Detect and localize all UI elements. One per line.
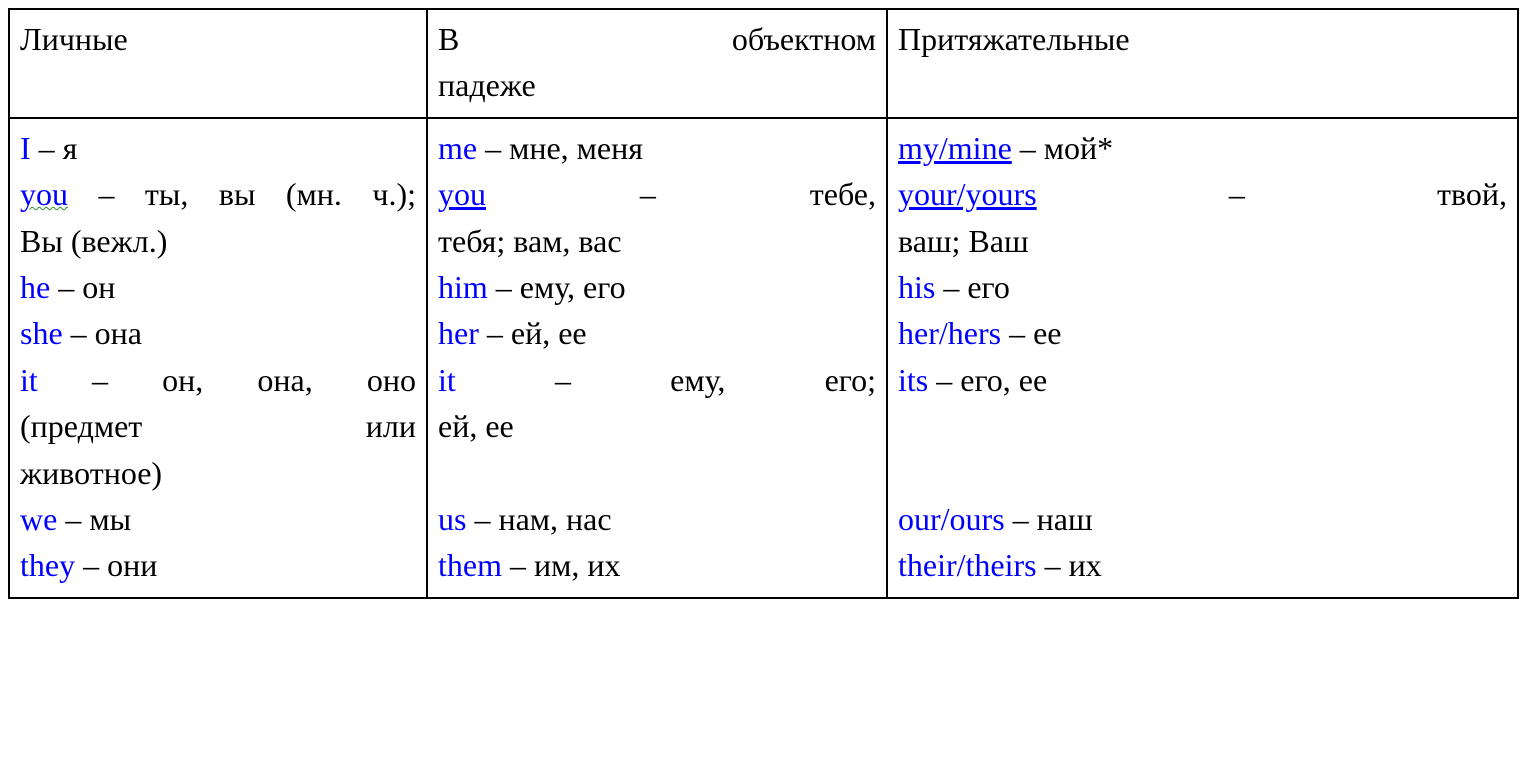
en-it-obj: it (438, 362, 456, 398)
body-row: I – я you – ты, вы (мн. ч.); Вы (вежл.) … (9, 118, 1518, 598)
dash: – (1020, 130, 1044, 166)
ru-it-line2: (предмет или (20, 403, 416, 449)
header-personal: Личные (9, 9, 427, 118)
ru-them: им, их (534, 547, 621, 583)
ru-its: его, ее (960, 362, 1047, 398)
en-him: him (438, 269, 488, 305)
ru-it-obj-line2: ей, ее (438, 408, 514, 444)
header-object-line2: падеже (438, 67, 536, 103)
dash: – (510, 547, 534, 583)
ru-you-line2: Вы (вежл.) (20, 223, 167, 259)
dash: – (71, 315, 95, 351)
ru-him: ему, его (520, 269, 626, 305)
cell-object: me – мне, меня you – тебе, тебя; вам, ва… (427, 118, 887, 598)
header-personal-text: Личные (20, 21, 128, 57)
ru-youryours-line2: ваш; Ваш (898, 223, 1029, 259)
en-we: we (20, 501, 57, 537)
header-object: В объектном падеже (427, 9, 887, 118)
dash: – (92, 362, 162, 398)
dash: – (487, 315, 511, 351)
ru-they: они (107, 547, 157, 583)
ru-theirtheirs: их (1069, 547, 1102, 583)
en-herhers: her/hers (898, 315, 1001, 351)
dash: – (1009, 315, 1033, 351)
header-object-line1: В объектном (438, 16, 876, 62)
en-they: they (20, 547, 75, 583)
en-youryours: your/yours (898, 176, 1037, 212)
dash: – (83, 547, 107, 583)
dash: – (555, 362, 670, 398)
cell-personal: I – я you – ты, вы (мн. ч.); Вы (вежл.) … (9, 118, 427, 598)
en-mymine: my/mine (898, 130, 1012, 166)
ru-we: мы (89, 501, 131, 537)
ru-mymine: мой* (1044, 130, 1113, 166)
ru-ourours: наш (1037, 501, 1093, 537)
en-his: his (898, 269, 935, 305)
ru-her: ей, ее (511, 315, 587, 351)
en-I: I (20, 130, 31, 166)
en-she: she (20, 315, 63, 351)
dash: – (1229, 176, 1437, 212)
ru-she: она (95, 315, 142, 351)
spacer (438, 450, 876, 496)
dash: – (496, 269, 520, 305)
en-it: it (20, 362, 38, 398)
dash: – (58, 269, 82, 305)
dash: – (98, 176, 144, 212)
dash: – (474, 501, 498, 537)
ru-youryours-tail: твой, (1437, 176, 1507, 212)
ru-us: нам, нас (498, 501, 611, 537)
dash: – (1045, 547, 1069, 583)
dash: – (936, 362, 960, 398)
ru-it-line3: животное) (20, 455, 162, 491)
dash: – (640, 176, 810, 212)
ru-herhers: ее (1033, 315, 1061, 351)
ru-it-tail: он, она, оно (162, 362, 416, 398)
ru-me: мне, меня (509, 130, 643, 166)
en-you-obj: you (438, 176, 486, 212)
ru-you-obj-line2: тебя; вам, вас (438, 223, 622, 259)
dash: – (943, 269, 967, 305)
pronouns-table: Личные В объектном падеже Притяжательные… (8, 8, 1519, 599)
ru-you-tail: ты, вы (мн. ч.); (145, 176, 416, 212)
ru-his: его (967, 269, 1010, 305)
header-possessive-text: Притяжательные (898, 21, 1130, 57)
dash: – (1013, 501, 1037, 537)
header-possessive: Притяжательные (887, 9, 1518, 118)
en-her: her (438, 315, 479, 351)
ru-he: он (82, 269, 115, 305)
spacer (898, 450, 1507, 496)
en-its: its (898, 362, 928, 398)
en-us: us (438, 501, 466, 537)
en-them: them (438, 547, 502, 583)
dash: – (485, 130, 509, 166)
dash: – (65, 501, 89, 537)
en-ourours: our/ours (898, 501, 1005, 537)
ru-you-obj-tail: тебе, (810, 176, 876, 212)
en-you: you (20, 176, 68, 212)
ru-I: я (63, 130, 78, 166)
spacer (898, 403, 1507, 449)
ru-it-obj-tail: ему, его; (670, 362, 876, 398)
dash: – (39, 130, 63, 166)
en-he: he (20, 269, 50, 305)
en-theirtheirs: their/theirs (898, 547, 1037, 583)
en-me: me (438, 130, 477, 166)
cell-possessive: my/mine – мой* your/yours – твой, ваш; В… (887, 118, 1518, 598)
header-row: Личные В объектном падеже Притяжательные (9, 9, 1518, 118)
